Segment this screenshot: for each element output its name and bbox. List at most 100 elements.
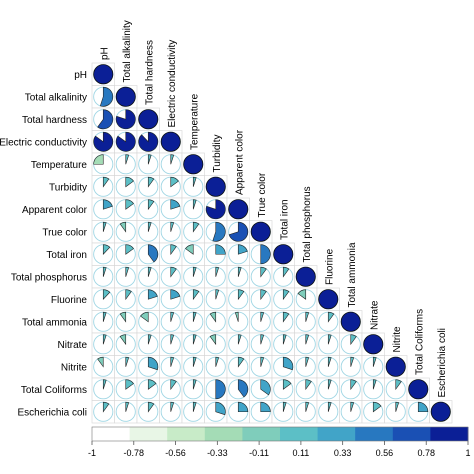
colorbar-tick-label: -1 — [88, 448, 96, 458]
pie-10-4 — [183, 289, 204, 310]
pie-slice — [305, 356, 310, 367]
pie-5-3 — [160, 176, 181, 197]
pie-8-6 — [228, 244, 249, 265]
pie-slice — [170, 221, 175, 232]
pie-3-3 — [160, 131, 181, 152]
pie-15-7 — [250, 401, 271, 422]
pie-9-3 — [160, 266, 181, 287]
row-label: Total hardness — [22, 115, 87, 126]
pie-13-2 — [138, 356, 159, 377]
pie-slice — [212, 221, 226, 242]
pie-10-0 — [93, 289, 114, 310]
pie-9-2 — [138, 266, 159, 287]
pie-15-5 — [205, 401, 226, 422]
pie-slice — [102, 176, 110, 188]
pie-slice — [185, 244, 194, 255]
pie-7-6 — [228, 221, 249, 242]
colorbar-tick-label: 0.56 — [376, 448, 394, 458]
pie-slice — [209, 334, 217, 346]
pie-slice — [93, 131, 114, 152]
pie-7-1 — [115, 221, 136, 242]
column-labels: pH Total alkalinity Total hardness Electric… — [99, 20, 448, 397]
row-label: Apparent color — [22, 205, 88, 216]
pie-slice — [125, 266, 130, 277]
pie-14-13 — [385, 379, 406, 400]
pie-slice — [147, 334, 152, 345]
pie-slice — [170, 311, 175, 322]
pie-slice — [125, 356, 130, 367]
pie-slice — [102, 289, 111, 301]
row-label: pH — [74, 70, 87, 81]
pie-slice — [170, 334, 175, 345]
pie-11-5 — [205, 311, 226, 332]
pie-slice — [282, 266, 290, 278]
pie-slice — [372, 379, 377, 390]
pie-0-0 — [93, 64, 114, 85]
pie-slice — [125, 176, 134, 188]
colorbar-swatch — [430, 427, 469, 441]
row-label: Turbidity — [49, 182, 87, 193]
pie-slice — [102, 379, 107, 390]
pie-slice — [147, 199, 155, 211]
pie-12-6 — [228, 334, 249, 355]
pie-slice — [237, 401, 249, 413]
pie-slice — [318, 289, 339, 310]
pie-slice — [305, 379, 312, 391]
pie-slice — [192, 334, 197, 345]
pie-9-9 — [295, 266, 316, 287]
pie-6-6 — [228, 199, 249, 220]
pie-11-8 — [273, 311, 294, 332]
pie-slice — [192, 401, 197, 412]
pie-slice — [305, 334, 310, 345]
pie-slice — [147, 244, 159, 263]
pie-5-5 — [205, 176, 226, 197]
pie-14-8 — [273, 379, 294, 400]
pie-8-7 — [250, 244, 271, 265]
column-label: Nitrite — [392, 326, 403, 353]
pie-15-9 — [295, 401, 316, 422]
pie-slice — [93, 64, 114, 85]
pie-10-10 — [318, 289, 339, 310]
pie-7-7 — [250, 221, 271, 242]
pie-2-2 — [138, 109, 159, 130]
pie-slice — [282, 356, 294, 371]
pie-13-4 — [183, 356, 204, 377]
column-label: Nitrate — [369, 300, 380, 330]
pie-slice — [138, 131, 159, 152]
pie-slice — [192, 379, 197, 390]
pie-6-4 — [183, 199, 204, 220]
pie-12-11 — [340, 334, 361, 355]
pie-7-3 — [160, 221, 181, 242]
pie-15-1 — [115, 401, 136, 422]
pie-14-14 — [408, 379, 429, 400]
pie-slice — [228, 221, 249, 242]
column-label: Apparent color — [234, 129, 245, 195]
pie-slice — [170, 401, 175, 412]
colorbar-tick-label: 0.11 — [292, 448, 309, 458]
pie-4-4 — [183, 154, 204, 175]
pie-13-7 — [250, 356, 271, 377]
pie-slice — [363, 334, 384, 355]
pie-slice — [350, 379, 357, 391]
pie-slice — [147, 379, 157, 390]
pie-15-15 — [430, 401, 451, 422]
pie-slice — [260, 289, 267, 301]
column-label: Fluorine — [324, 248, 335, 285]
pie-5-1 — [115, 176, 136, 197]
pie-11-0 — [93, 311, 114, 332]
pie-slice — [209, 311, 217, 323]
pie-slice — [417, 401, 429, 413]
pie-slice — [192, 311, 197, 322]
pie-10-9 — [295, 289, 316, 310]
pie-slice — [237, 334, 242, 345]
pie-8-4 — [183, 244, 204, 265]
pie-slice — [260, 244, 271, 265]
pie-slice — [99, 86, 114, 107]
colorbar-tick-label: -0.33 — [207, 448, 228, 458]
pie-5-0 — [93, 176, 114, 197]
pie-9-0 — [93, 266, 114, 287]
pie-slice — [340, 311, 361, 332]
pie-15-2 — [138, 401, 159, 422]
pie-13-6 — [228, 356, 249, 377]
